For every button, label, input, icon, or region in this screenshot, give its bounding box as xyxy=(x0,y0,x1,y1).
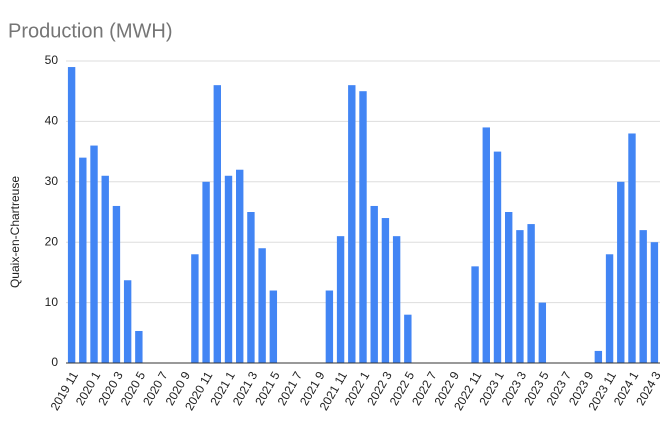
bar xyxy=(359,91,367,363)
bar xyxy=(112,205,121,363)
bar xyxy=(504,212,513,363)
bar xyxy=(348,85,356,363)
bar xyxy=(202,181,210,363)
bar xyxy=(516,230,524,363)
bar xyxy=(471,266,479,363)
bar xyxy=(650,242,659,363)
bar xyxy=(493,151,502,363)
bar xyxy=(101,175,109,363)
y-tick-label: 10 xyxy=(45,295,59,309)
y-tick-label: 50 xyxy=(45,53,59,67)
bar xyxy=(135,330,143,363)
bar xyxy=(269,290,278,363)
bar xyxy=(79,157,87,363)
bar xyxy=(224,175,233,363)
bar xyxy=(191,254,199,363)
bar xyxy=(605,254,614,363)
bar xyxy=(213,85,222,363)
bar xyxy=(247,212,255,363)
bar xyxy=(90,145,98,363)
bar xyxy=(639,230,647,363)
bar xyxy=(482,127,490,363)
bar xyxy=(258,248,266,363)
bar xyxy=(392,236,401,363)
y-tick-label: 20 xyxy=(45,234,59,248)
y-tick-label: 0 xyxy=(51,355,58,369)
bar xyxy=(123,280,132,363)
bar xyxy=(527,224,535,363)
x-tick-label: 2019 11 xyxy=(48,369,82,413)
bar xyxy=(67,67,76,363)
bar xyxy=(236,169,244,363)
bar xyxy=(370,205,378,363)
bar xyxy=(336,236,345,363)
bar xyxy=(617,181,625,363)
bar xyxy=(594,350,603,363)
bar xyxy=(404,314,412,363)
chart-title: Production (MWH) xyxy=(8,20,172,42)
y-tick-label: 30 xyxy=(45,174,59,188)
y-axis-label: Quaix-en-Chartreuse xyxy=(8,176,22,288)
bar xyxy=(325,290,334,363)
bar xyxy=(381,218,390,363)
bar xyxy=(628,133,636,363)
y-tick-label: 40 xyxy=(45,114,59,128)
bar xyxy=(538,302,547,363)
